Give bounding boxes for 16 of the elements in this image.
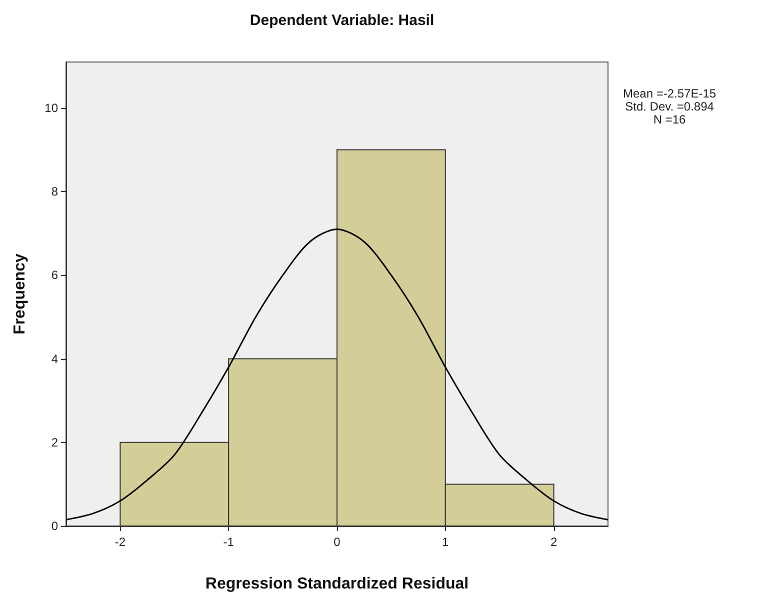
- chart-title: Dependent Variable: Hasil: [250, 12, 434, 29]
- x-tick-label: 0: [334, 535, 341, 549]
- x-axis-title: Regression Standardized Residual: [205, 576, 469, 592]
- x-tick-label: 1: [442, 535, 450, 549]
- text: Mean =-2.57E-15 Std. Dev. =0.894 N =16: [623, 86, 716, 126]
- y-tick-label: 4: [51, 352, 58, 366]
- y-tick-label: 10: [44, 100, 58, 115]
- y-axis-title: Frequency: [12, 253, 28, 334]
- y-tick-label: 0: [51, 519, 58, 533]
- line-series: [65, 228, 609, 520]
- y-tick-label: 6: [51, 268, 58, 282]
- y-tick-label: 2: [51, 435, 58, 450]
- x-tick-label: 2: [550, 535, 558, 549]
- y-tick-label: 8: [51, 184, 58, 199]
- x-tick-label: -1: [223, 535, 234, 549]
- x-tick-label: -2: [114, 535, 126, 549]
